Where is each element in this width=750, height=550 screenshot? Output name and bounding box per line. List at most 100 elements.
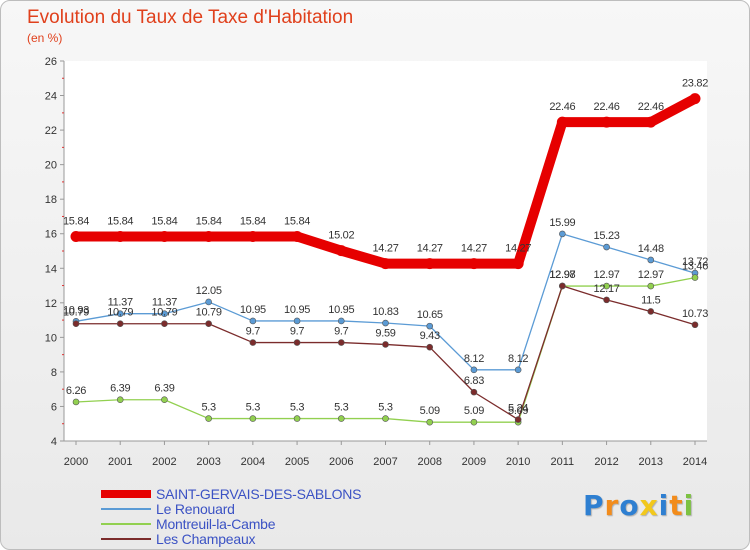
x-tick-label: 2004	[241, 456, 265, 468]
unit-label: (en %)	[27, 31, 63, 45]
series-point-1	[205, 298, 212, 306]
legend-swatch	[101, 508, 151, 510]
data-label-0: 15.84	[63, 215, 89, 227]
y-tick-label: 10	[45, 332, 57, 344]
series-point-0	[114, 230, 126, 242]
series-point-0	[556, 116, 568, 128]
x-tick-label: 2011	[551, 456, 575, 468]
data-label-1: 11.37	[152, 297, 177, 309]
series-point-0	[601, 116, 613, 128]
legend-label: SAINT-GERVAIS-DES-SABLONS	[156, 486, 362, 502]
data-label-1: 8.12	[464, 353, 484, 365]
data-label-1: 12.05	[196, 285, 222, 297]
series-point-2	[161, 396, 168, 404]
data-label-2: 12.97	[594, 269, 620, 281]
data-label-0: 23.82	[682, 78, 708, 90]
data-label-2: 6.39	[110, 383, 130, 395]
series-point-3	[559, 282, 566, 290]
data-label-3: 9.7	[334, 326, 349, 338]
series-point-2	[426, 418, 434, 426]
x-tick-label: 2012	[594, 456, 618, 468]
series-point-2	[293, 415, 301, 422]
series-point-2	[647, 282, 655, 290]
series-point-0	[335, 245, 347, 257]
y-tick-label: 16	[45, 229, 57, 241]
data-label-3: 11.5	[641, 294, 661, 306]
series-point-1	[559, 230, 566, 238]
logo-letter: i	[683, 489, 695, 522]
series-point-2	[249, 415, 257, 422]
data-label-0: 14.27	[505, 243, 531, 255]
data-label-2: 5.3	[378, 402, 393, 414]
data-label-0: 14.27	[372, 243, 398, 255]
series-point-2	[337, 415, 345, 422]
series-point-0	[689, 93, 701, 105]
data-label-2: 5.3	[201, 402, 216, 414]
chart-title: Evolution du Taux de Taxe d'Habitation	[27, 7, 354, 28]
data-label-0: 22.46	[594, 101, 620, 113]
series-point-2	[470, 418, 478, 426]
data-label-2: 12.97	[638, 269, 664, 281]
y-tick-label: 4	[51, 436, 57, 448]
series-point-1	[647, 256, 655, 264]
legend-label: Montreuil-la-Cambe	[156, 516, 276, 532]
legend-label: Le Renouard	[156, 501, 235, 517]
y-tick-label: 6	[51, 401, 57, 413]
data-label-1: 10.95	[328, 304, 354, 316]
series-point-0	[380, 258, 391, 270]
logo-letter: r	[604, 489, 620, 522]
data-label-1: 15.99	[549, 217, 575, 229]
series-point-1	[426, 322, 434, 330]
data-label-2: 5.09	[508, 405, 528, 417]
series-point-3	[116, 320, 124, 328]
logo-letter: t	[669, 489, 684, 522]
proxiti-logo: Proxiti	[583, 489, 694, 522]
data-label-2: 6.26	[66, 385, 86, 397]
data-label-0: 22.46	[638, 101, 664, 113]
series-point-0	[424, 258, 436, 270]
data-label-2: 13.46	[682, 261, 708, 273]
legend-label: Les Champeaux	[156, 531, 256, 547]
series-point-2	[116, 396, 124, 404]
series-point-3	[249, 339, 257, 346]
series-point-0	[512, 258, 524, 270]
series-point-3	[293, 339, 301, 346]
series-point-1	[382, 319, 389, 327]
data-label-2: 5.3	[246, 402, 261, 414]
legend-swatch	[101, 523, 151, 525]
series-point-2	[72, 398, 80, 406]
series-point-3	[691, 321, 699, 329]
series-point-2	[205, 415, 212, 422]
data-label-3: 10.79	[107, 307, 133, 319]
data-label-0: 22.46	[549, 101, 575, 113]
logo-letter: i	[658, 489, 670, 522]
y-tick-label: 8	[51, 367, 57, 379]
data-label-1: 10.95	[284, 304, 310, 316]
data-label-2: 5.3	[290, 402, 305, 414]
data-label-0: 15.02	[328, 230, 354, 242]
data-label-0: 15.84	[107, 215, 133, 227]
series-point-0	[158, 230, 170, 242]
y-tick-label: 22	[45, 125, 57, 137]
legend-swatch	[101, 490, 151, 498]
data-label-0: 15.84	[240, 215, 266, 227]
x-tick-label: 2006	[329, 456, 353, 468]
series-point-0	[70, 230, 82, 242]
x-tick-label: 2000	[64, 456, 88, 468]
data-label-3: 9.59	[375, 327, 395, 339]
data-label-1: 10.93	[63, 304, 89, 316]
x-tick-label: 2002	[152, 456, 176, 468]
series-point-3	[426, 343, 434, 351]
series-point-1	[337, 317, 345, 325]
x-tick-label: 2014	[683, 456, 707, 468]
data-label-0: 14.27	[461, 243, 487, 255]
data-label-3: 10.79	[196, 307, 222, 319]
x-tick-label: 2008	[417, 456, 441, 468]
x-tick-label: 2009	[462, 456, 486, 468]
data-label-3: 9.7	[246, 326, 261, 338]
data-label-1: 11.37	[108, 297, 133, 309]
data-label-0: 15.84	[196, 215, 222, 227]
series-point-3	[382, 341, 389, 348]
series-point-1	[116, 310, 124, 318]
data-label-1: 8.12	[508, 353, 528, 365]
